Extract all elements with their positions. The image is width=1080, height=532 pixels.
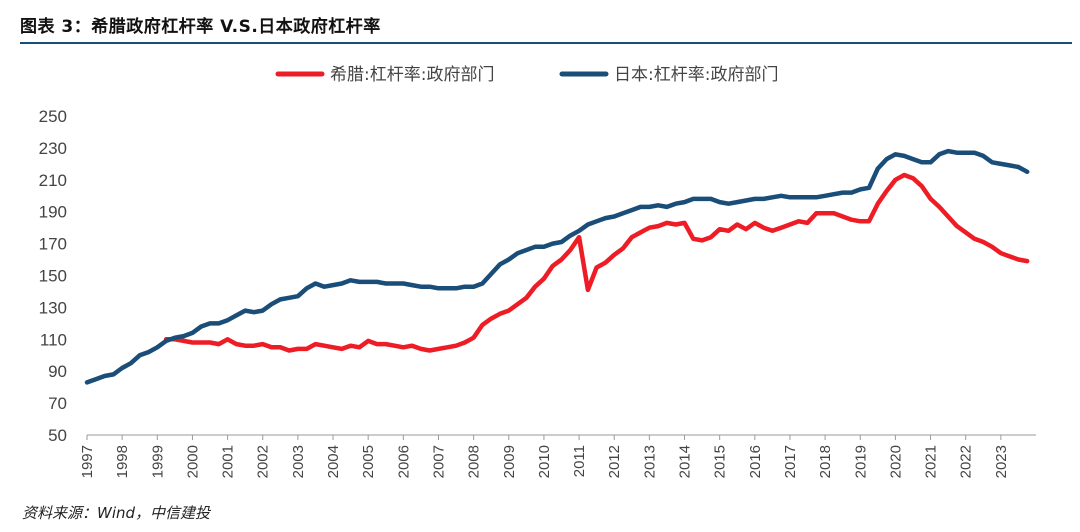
x-tick-label: 2004 [325,445,342,478]
x-tick-label: 2015 [712,445,729,478]
x-tick-label: 2003 [290,445,307,478]
x-tick-label: 2017 [782,445,799,478]
y-tick-label: 170 [39,235,67,254]
y-tick-label: 110 [40,330,67,349]
y-tick-label: 250 [39,107,67,126]
y-tick-label: 90 [48,362,67,381]
x-tick-label: 2008 [466,445,483,478]
y-tick-label: 210 [39,171,67,190]
x-tick-label: 2009 [501,445,518,478]
source-note: 资料来源：Wind，中信建投 [22,504,211,522]
x-tick-label: 1999 [149,445,166,478]
series-line-greece [163,172,1030,353]
x-tick-label: 2018 [817,445,834,478]
y-tick-label: 230 [39,139,67,158]
x-tick-label: 2001 [220,445,237,478]
legend: 希腊:杠杆率:政府部门 日本:杠杆率:政府部门 [275,65,778,85]
title-bar: 图表 3：希腊政府杠杆率 V.S.日本政府杠杆率 [20,12,1072,44]
legend-label-greece: 希腊:杠杆率:政府部门 [330,65,494,85]
x-tick-label: 2002 [255,445,272,478]
x-tick-label: 2021 [923,445,940,478]
x-tick-label: 2016 [747,445,764,478]
series-layer [84,148,1030,385]
x-tick-label: 2007 [430,445,447,478]
y-tick-label: 130 [39,298,67,317]
x-tick-label: 2019 [852,445,869,478]
y-tick-label: 150 [39,267,67,286]
x-tick-label: 2011 [571,445,588,477]
x-tick-label: 2023 [993,445,1010,478]
page-title: 图表 3：希腊政府杠杆率 V.S.日本政府杠杆率 [20,17,381,37]
x-tick-label: 2014 [677,445,694,478]
x-tick-label: 2012 [606,445,623,478]
x-tick-label: 2005 [360,445,377,478]
x-tick-label: 1998 [114,445,131,478]
legend-label-japan: 日本:杠杆率:政府部门 [614,65,778,85]
y-axis: 50 70 90 110 130 150 170 190 210 230 250 [39,107,67,445]
series-line-japan [84,148,1030,385]
x-tick-label: 2010 [536,445,553,478]
line-chart: 希腊:杠杆率:政府部门 日本:杠杆率:政府部门 50 70 90 110 130 150 1… [39,65,1036,478]
y-tick-label: 50 [48,426,67,445]
x-axis: 1997 1998 1999 2000 2001 2002 2003 2004 2005 2006… [79,434,1036,478]
x-tick-label: 1997 [79,445,96,478]
x-tick-label: 2000 [184,445,201,478]
x-tick-label: 2013 [641,445,658,478]
x-tick-label: 2022 [958,445,975,478]
x-tick-label: 2020 [887,445,904,478]
x-tick-label: 2006 [395,445,412,478]
y-tick-label: 70 [48,394,67,413]
y-tick-label: 190 [39,203,67,222]
